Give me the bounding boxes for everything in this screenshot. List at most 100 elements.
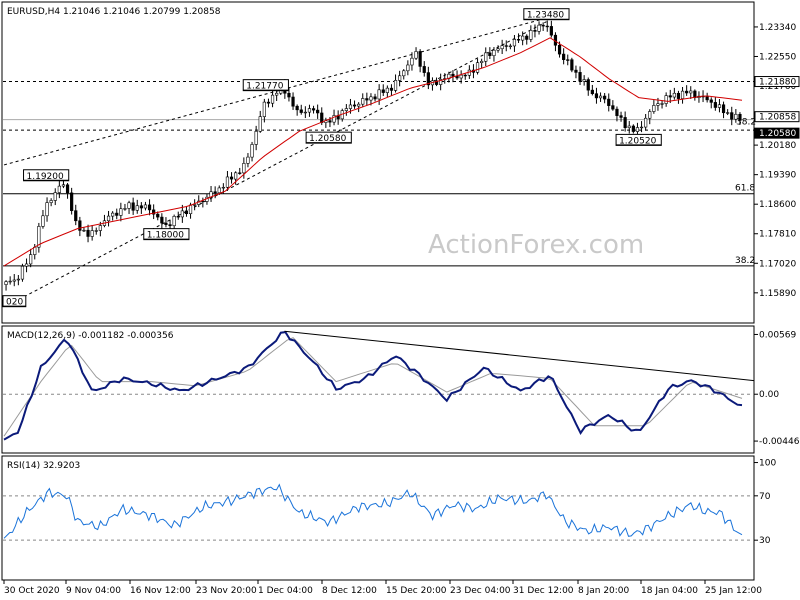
candle-body xyxy=(389,87,394,91)
candle-body xyxy=(275,92,279,96)
candle-body xyxy=(516,39,521,41)
rsi-axis-label-1: 70 xyxy=(759,492,771,502)
candle-body xyxy=(385,87,389,93)
price-axis-label-1: 1.22550 xyxy=(759,52,796,62)
candle-body xyxy=(488,52,492,56)
candle-body xyxy=(238,172,242,174)
candle-body xyxy=(402,70,406,77)
price-annotation-label-5: 1.20520 xyxy=(619,136,656,146)
candle-body xyxy=(406,64,410,72)
candle-body xyxy=(590,89,594,94)
candle-body xyxy=(508,45,512,48)
candle-body xyxy=(365,98,369,101)
candle-body xyxy=(726,112,730,114)
candle-body xyxy=(57,185,61,193)
candle-body xyxy=(521,35,525,41)
time-axis-label-7: 23 Dec 04:00 xyxy=(450,586,511,596)
candle-body xyxy=(500,45,504,50)
candle-body xyxy=(131,202,135,211)
fib-level-label-1: 38.2 xyxy=(735,256,755,266)
candle-body xyxy=(156,213,160,218)
candle-body xyxy=(504,45,508,47)
candle-body xyxy=(98,225,102,231)
price-annotation-label-0: 1.23480 xyxy=(527,11,564,21)
price-annotation-label-4: 1.18000 xyxy=(147,231,184,241)
candle-body xyxy=(262,101,266,117)
candle-body xyxy=(639,126,644,129)
candle-body xyxy=(348,104,353,109)
candle-body xyxy=(8,280,12,283)
candle-body xyxy=(201,200,205,203)
price-axis-level-box-1 xyxy=(754,111,800,123)
candle-body xyxy=(287,92,291,98)
macd-title: MACD(12,26,9) -0.001182 -0.000356 xyxy=(7,331,174,341)
candle-body xyxy=(49,200,53,203)
candle-body xyxy=(143,204,148,209)
time-axis-label-6: 15 Dec 20:00 xyxy=(386,586,447,596)
fib-level-label-0: 61.8 xyxy=(735,184,755,194)
candle-body xyxy=(299,109,303,113)
candle-body xyxy=(627,125,631,129)
candle-body xyxy=(86,229,90,237)
candle-body xyxy=(480,60,484,64)
candle-body xyxy=(648,111,652,119)
candle-body xyxy=(82,229,86,232)
candle-body xyxy=(291,96,295,107)
price-annotation-box-0 xyxy=(523,8,570,21)
candle-body xyxy=(680,90,685,99)
price-annotation-label-1: 1.21770 xyxy=(246,82,283,92)
candle-body xyxy=(549,26,553,36)
candle-body xyxy=(377,89,381,100)
rsi-line xyxy=(3,483,743,539)
time-axis-label-3: 23 Nov 20:00 xyxy=(196,586,257,596)
candle-body xyxy=(94,230,98,232)
candle-body xyxy=(266,101,271,104)
candle-body xyxy=(90,230,94,237)
price-axis-level-box-2 xyxy=(754,127,800,139)
candle-body xyxy=(254,131,258,145)
candle-body xyxy=(594,93,599,99)
candle-body xyxy=(451,73,455,77)
candle-body xyxy=(533,30,537,32)
candle-body xyxy=(270,94,275,104)
candle-body xyxy=(373,96,377,100)
candle-body xyxy=(127,202,131,209)
candle-body xyxy=(721,104,726,114)
candle-body xyxy=(664,95,668,104)
macd-trend-line xyxy=(284,330,754,382)
rsi-panel-frame xyxy=(1,455,755,581)
candle-body xyxy=(234,172,238,180)
candle-body xyxy=(332,115,336,123)
candle-body xyxy=(78,220,82,231)
candle-body xyxy=(570,59,574,71)
price-annotation-label-6: 020 xyxy=(6,298,23,308)
candle-body xyxy=(603,95,607,100)
candle-body xyxy=(180,210,184,218)
candle-body xyxy=(574,69,578,73)
macd-axis-label-2: -0.00446 xyxy=(759,437,800,447)
candle-body xyxy=(709,99,713,103)
candle-body xyxy=(537,24,541,32)
candle-body xyxy=(184,210,189,215)
candle-body xyxy=(713,102,717,108)
candle-body xyxy=(217,187,221,194)
candle-body xyxy=(258,116,262,132)
candle-body xyxy=(631,125,635,132)
candle-body xyxy=(393,80,398,91)
candle-body xyxy=(106,215,111,222)
price-panel-frame xyxy=(1,1,755,324)
candle-body xyxy=(119,208,123,216)
candle-body xyxy=(410,57,414,66)
candle-body xyxy=(426,72,430,86)
rsi-plot-area xyxy=(3,483,754,541)
candle-body xyxy=(676,92,681,99)
price-panel: 1.23480 1.21770 1.20580 1.19200 1.18000 1.205… xyxy=(2,8,800,308)
candle-body xyxy=(20,265,25,280)
fib-top-label: 38.2 xyxy=(736,118,756,128)
candle-body xyxy=(65,184,70,194)
candle-body xyxy=(635,127,640,132)
candle-body xyxy=(250,144,254,158)
candle-body xyxy=(672,92,676,98)
candle-body xyxy=(295,105,299,111)
candle-body xyxy=(484,52,488,62)
